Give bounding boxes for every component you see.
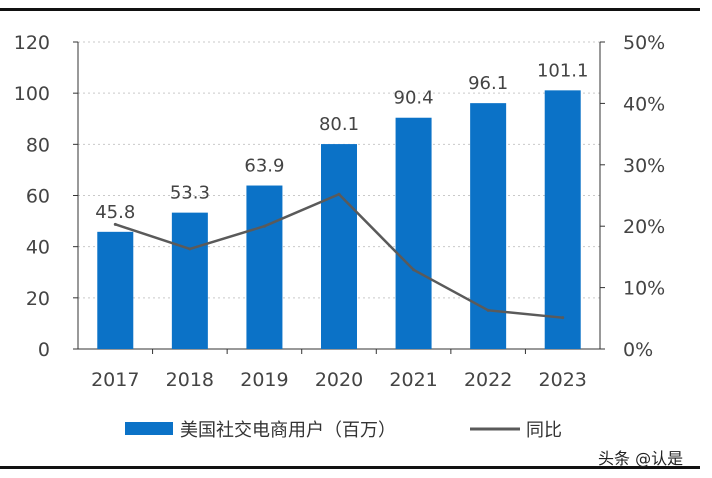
bar bbox=[544, 90, 581, 349]
y-left-tick-label: 20 bbox=[26, 288, 50, 310]
y-right-tick-label: 50% bbox=[623, 32, 665, 54]
data-label: 45.8 bbox=[95, 202, 135, 223]
bar bbox=[97, 231, 134, 349]
bar bbox=[246, 185, 283, 349]
x-tick-label: 2020 bbox=[315, 369, 363, 391]
bar bbox=[395, 117, 432, 349]
bottom-border bbox=[0, 466, 700, 469]
y-left-tick-label: 60 bbox=[26, 186, 50, 208]
x-tick-label: 2017 bbox=[91, 369, 139, 391]
bar bbox=[171, 212, 208, 349]
data-label: 80.1 bbox=[319, 114, 359, 135]
bar bbox=[470, 103, 507, 349]
line-point bbox=[486, 308, 490, 312]
axes: 0 20 40 60 80 100 120 0% 10% 20% 30% 40% 50% 2017 2018… bbox=[14, 32, 666, 391]
legend-bar-label: 美国社交电商用户（百万） bbox=[180, 420, 396, 441]
line-point bbox=[262, 224, 266, 228]
data-label: 53.3 bbox=[170, 183, 210, 204]
line-point bbox=[561, 316, 565, 320]
top-border bbox=[0, 8, 700, 11]
bar bbox=[321, 144, 357, 349]
line-point bbox=[412, 268, 416, 272]
data-label: 63.9 bbox=[244, 156, 284, 177]
line-point bbox=[113, 222, 117, 226]
x-tick-label: 2021 bbox=[389, 369, 437, 391]
y-right-tick-label: 40% bbox=[623, 93, 665, 115]
y-left-tick-label: 40 bbox=[26, 237, 50, 259]
y-left-tick-label: 80 bbox=[26, 134, 50, 156]
x-tick-label: 2023 bbox=[539, 369, 587, 391]
bar-series bbox=[97, 90, 581, 349]
legend-line-label: 同比 bbox=[526, 420, 562, 441]
y-left-tick-label: 100 bbox=[14, 83, 50, 105]
x-tick-label: 2019 bbox=[240, 369, 288, 391]
x-tick-label: 2022 bbox=[464, 369, 512, 391]
watermark: 头条 @认是 bbox=[598, 449, 684, 468]
y-right-tick-label: 30% bbox=[623, 155, 665, 177]
data-labels: 45.8 53.3 63.9 80.1 90.4 96.1 101.1 bbox=[95, 60, 588, 222]
y-right-tick-label: 20% bbox=[623, 216, 665, 238]
data-label: 90.4 bbox=[394, 88, 434, 109]
y-left-tick-label: 120 bbox=[14, 32, 50, 54]
line-point bbox=[188, 247, 192, 251]
y-right-tick-label: 10% bbox=[623, 278, 665, 300]
data-label: 96.1 bbox=[468, 73, 508, 94]
line-series bbox=[113, 192, 565, 320]
y-right-tick-label: 0% bbox=[623, 339, 653, 361]
x-tick-label: 2018 bbox=[166, 369, 214, 391]
legend: 美国社交电商用户（百万） 同比 bbox=[125, 420, 562, 441]
legend-bar-swatch bbox=[125, 422, 173, 435]
data-label: 101.1 bbox=[537, 60, 589, 81]
y-left-tick-label: 0 bbox=[38, 339, 50, 361]
line-point bbox=[337, 192, 341, 196]
